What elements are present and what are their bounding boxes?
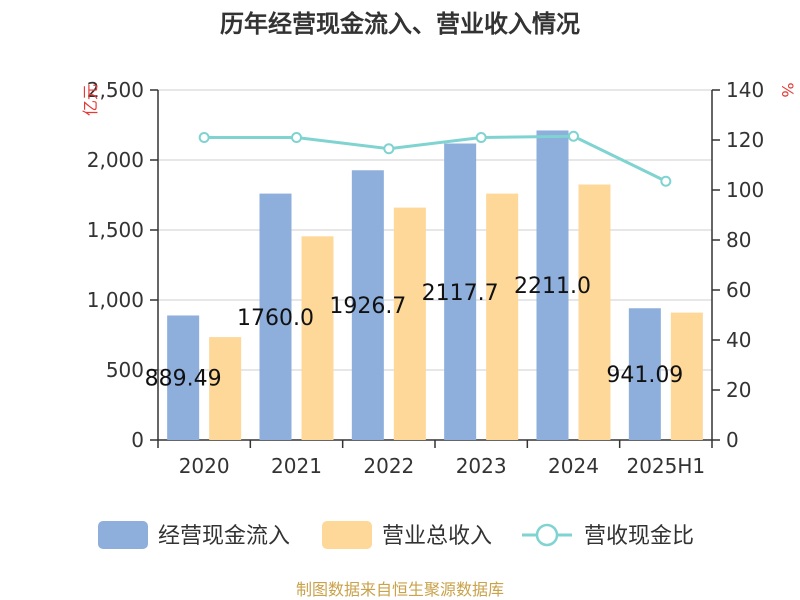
bar-revenue bbox=[209, 337, 242, 440]
y-left-tick-label: 1,000 bbox=[87, 288, 144, 312]
ratio-point bbox=[383, 143, 395, 155]
y-right-tick-label: 20 bbox=[726, 378, 751, 402]
ratio-line-group bbox=[198, 130, 672, 187]
ratio-point bbox=[475, 132, 487, 143]
legend-label: 经营现金流入 bbox=[158, 524, 290, 549]
x-tick-label: 2024 bbox=[548, 454, 599, 478]
data-labels-group: 889.49 1760.0 1926.7 2117.7 2211.0 941.09 bbox=[145, 274, 684, 392]
bar-cash-inflow bbox=[167, 315, 200, 440]
bar-revenue bbox=[578, 184, 611, 440]
ratio-point bbox=[291, 132, 302, 143]
y-right-tick-label: 120 bbox=[726, 128, 764, 152]
legend: 经营现金流入 营业总收入 营收现金比 bbox=[98, 521, 694, 549]
bar-cash-inflow bbox=[536, 130, 569, 440]
data-label: 889.49 bbox=[145, 367, 222, 392]
ratio-point bbox=[568, 130, 579, 142]
legend-swatch-revenue bbox=[322, 521, 372, 549]
y-right-tick-label: 80 bbox=[726, 228, 751, 252]
data-label: 2117.7 bbox=[422, 281, 499, 306]
bar-cash-inflow bbox=[628, 308, 661, 440]
bar-revenue bbox=[393, 207, 426, 440]
data-label: 1760.0 bbox=[237, 306, 314, 331]
y-axis-left-unit: 亿元 bbox=[81, 84, 100, 116]
y-right-tick-label: 40 bbox=[726, 328, 751, 352]
bar-revenue bbox=[301, 236, 334, 440]
x-tick-label: 2025H1 bbox=[626, 454, 705, 478]
y-left-tick-label: 2,500 bbox=[87, 78, 144, 102]
axes: 0 500 1,000 1,500 2,000 2,500 0 20 40 60 80 100 120 1… bbox=[87, 78, 764, 478]
bar-revenue bbox=[670, 312, 703, 440]
y-axis-right-unit: % bbox=[778, 82, 797, 97]
bars-group bbox=[167, 130, 703, 440]
ratio-point bbox=[660, 175, 672, 187]
x-tick-label: 2020 bbox=[179, 454, 230, 478]
y-right-tick-label: 60 bbox=[726, 278, 751, 302]
bar-cash-inflow bbox=[259, 193, 292, 440]
data-label: 2211.0 bbox=[514, 274, 591, 299]
legend-marker bbox=[535, 523, 559, 547]
y-right-tick-label: 140 bbox=[726, 78, 764, 102]
bar-cash-inflow bbox=[351, 170, 384, 440]
ratio-line bbox=[204, 134, 667, 183]
y-left-tick-label: 500 bbox=[106, 358, 144, 382]
y-left-tick-label: 2,000 bbox=[87, 148, 144, 172]
bar-cash-inflow bbox=[444, 143, 477, 440]
bar-revenue bbox=[486, 193, 519, 440]
x-tick-label: 2021 bbox=[271, 454, 322, 478]
legend-swatch-cash-inflow bbox=[98, 521, 148, 549]
ratio-point bbox=[198, 132, 210, 143]
x-tick-label: 2022 bbox=[363, 454, 414, 478]
data-label: 1926.7 bbox=[329, 294, 406, 319]
y-left-tick-label: 0 bbox=[131, 428, 144, 452]
legend-label: 营业总收入 bbox=[382, 524, 492, 549]
y-right-tick-label: 100 bbox=[726, 178, 764, 202]
chart-title: 历年经营现金流入、营业收入情况 bbox=[220, 10, 580, 38]
source-note: 制图数据来自恒生聚源数据库 bbox=[296, 580, 504, 599]
data-label: 941.09 bbox=[606, 363, 683, 388]
legend-label: 营收现金比 bbox=[584, 524, 694, 549]
y-left-tick-label: 1,500 bbox=[87, 218, 144, 242]
x-tick-label: 2023 bbox=[456, 454, 507, 478]
y-right-tick-label: 0 bbox=[726, 428, 739, 452]
